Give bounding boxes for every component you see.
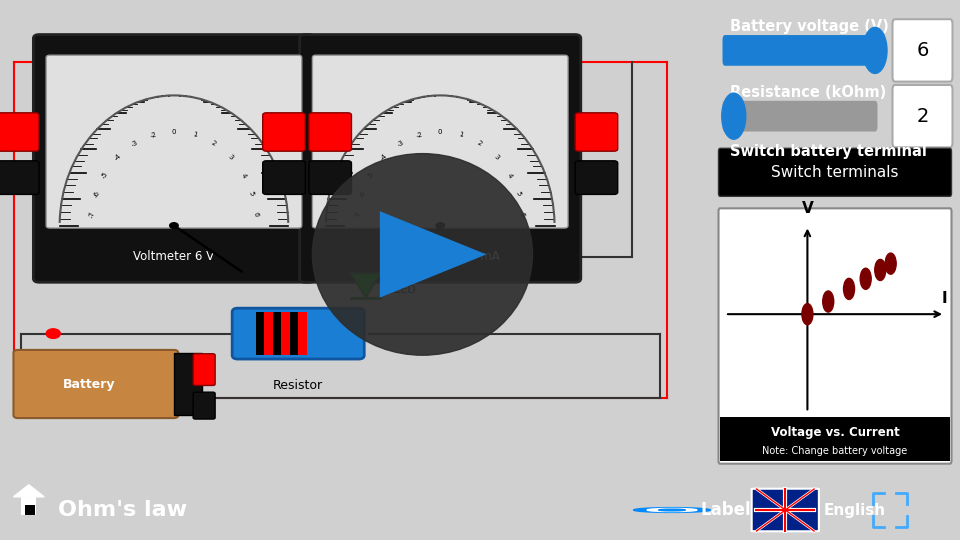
Circle shape xyxy=(659,509,685,511)
FancyBboxPatch shape xyxy=(309,161,351,194)
Bar xyxy=(281,312,290,355)
Text: -5: -5 xyxy=(100,171,108,180)
FancyBboxPatch shape xyxy=(46,55,301,228)
Text: Ohm's law: Ohm's law xyxy=(58,500,187,520)
Text: 3: 3 xyxy=(227,153,234,161)
Text: 5: 5 xyxy=(248,191,255,197)
Text: Label: Label xyxy=(701,501,752,519)
Text: b-LED: b-LED xyxy=(383,286,416,295)
FancyBboxPatch shape xyxy=(0,113,39,151)
FancyBboxPatch shape xyxy=(752,489,819,531)
Text: -7: -7 xyxy=(355,210,362,218)
Circle shape xyxy=(885,253,897,274)
Circle shape xyxy=(722,93,746,139)
Polygon shape xyxy=(380,211,487,298)
Circle shape xyxy=(875,259,886,280)
Text: 4: 4 xyxy=(506,172,514,179)
Text: 0: 0 xyxy=(438,129,443,135)
FancyBboxPatch shape xyxy=(575,161,617,194)
FancyBboxPatch shape xyxy=(723,35,877,66)
Text: V: V xyxy=(802,201,813,216)
Text: Battery voltage (V): Battery voltage (V) xyxy=(730,19,889,34)
Bar xyxy=(290,312,299,355)
Bar xyxy=(264,312,273,355)
Text: Battery: Battery xyxy=(62,377,115,390)
Circle shape xyxy=(860,268,871,289)
FancyBboxPatch shape xyxy=(723,101,877,132)
Circle shape xyxy=(802,303,813,325)
Text: 2: 2 xyxy=(210,140,217,147)
Text: -6: -6 xyxy=(92,190,101,198)
FancyBboxPatch shape xyxy=(193,392,215,419)
FancyBboxPatch shape xyxy=(34,35,315,282)
Text: Resistance (kOhm): Resistance (kOhm) xyxy=(730,85,886,100)
Text: 0: 0 xyxy=(172,129,177,135)
FancyBboxPatch shape xyxy=(718,208,951,464)
FancyBboxPatch shape xyxy=(0,161,39,194)
FancyBboxPatch shape xyxy=(309,113,351,151)
FancyBboxPatch shape xyxy=(13,350,179,418)
Text: 1: 1 xyxy=(191,131,198,138)
FancyBboxPatch shape xyxy=(718,148,951,197)
Text: -3: -3 xyxy=(396,139,405,148)
Circle shape xyxy=(634,508,710,512)
Text: 4: 4 xyxy=(240,172,247,179)
Circle shape xyxy=(46,329,60,339)
Bar xyxy=(174,353,203,415)
Ellipse shape xyxy=(312,153,533,355)
Circle shape xyxy=(170,222,179,228)
FancyBboxPatch shape xyxy=(263,113,305,151)
Text: -7: -7 xyxy=(89,210,96,218)
Text: 3: 3 xyxy=(492,153,500,161)
FancyBboxPatch shape xyxy=(300,35,581,282)
Text: Galvanometer 3 mA: Galvanometer 3 mA xyxy=(381,251,499,264)
FancyBboxPatch shape xyxy=(232,308,364,359)
Bar xyxy=(720,417,950,461)
Text: -4: -4 xyxy=(113,153,122,162)
Text: Switch terminals: Switch terminals xyxy=(771,165,899,180)
Polygon shape xyxy=(351,274,380,298)
FancyBboxPatch shape xyxy=(893,85,952,147)
FancyBboxPatch shape xyxy=(575,113,617,151)
Text: 2: 2 xyxy=(476,140,483,147)
Text: -2: -2 xyxy=(150,131,157,139)
Text: -5: -5 xyxy=(367,171,375,180)
Text: 2: 2 xyxy=(916,107,928,126)
Text: Switch battery terminal: Switch battery terminal xyxy=(730,144,927,159)
Bar xyxy=(25,505,35,515)
Circle shape xyxy=(863,28,887,73)
Text: -6: -6 xyxy=(359,190,367,198)
Circle shape xyxy=(844,278,854,300)
Bar xyxy=(255,312,264,355)
Text: I: I xyxy=(942,291,948,306)
Polygon shape xyxy=(13,485,44,497)
Text: Voltmeter 6 V: Voltmeter 6 V xyxy=(133,251,214,264)
Text: -2: -2 xyxy=(416,131,423,139)
Text: 6: 6 xyxy=(252,211,259,217)
Text: 1: 1 xyxy=(458,131,464,138)
Text: Note: Change battery voltage: Note: Change battery voltage xyxy=(762,446,907,456)
Text: English: English xyxy=(824,503,886,517)
Circle shape xyxy=(647,509,697,511)
Text: 5: 5 xyxy=(515,191,521,197)
Circle shape xyxy=(823,291,833,312)
Text: Voltage vs. Current: Voltage vs. Current xyxy=(771,426,900,439)
Bar xyxy=(273,312,281,355)
FancyBboxPatch shape xyxy=(312,55,568,228)
Circle shape xyxy=(436,222,444,228)
FancyBboxPatch shape xyxy=(193,354,215,386)
Text: 6: 6 xyxy=(916,41,928,60)
Bar xyxy=(299,312,307,355)
Polygon shape xyxy=(21,497,36,515)
FancyBboxPatch shape xyxy=(893,19,952,82)
FancyBboxPatch shape xyxy=(263,161,305,194)
Text: -4: -4 xyxy=(379,153,389,162)
Text: -3: -3 xyxy=(130,139,139,148)
Text: 6: 6 xyxy=(518,211,525,217)
Text: Resistor: Resistor xyxy=(274,379,324,392)
